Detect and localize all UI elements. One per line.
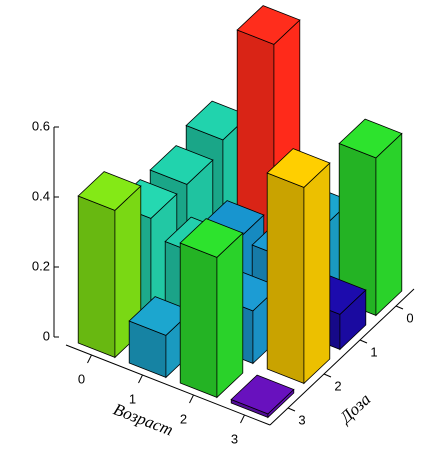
y-tick-label: 0	[406, 310, 413, 325]
bar	[230, 374, 295, 419]
bar-top	[149, 145, 214, 185]
y-tick	[287, 407, 296, 412]
y-tick	[359, 339, 368, 344]
bar-left-face	[179, 242, 218, 398]
bar-top	[77, 171, 142, 211]
bar-left-face	[77, 195, 116, 358]
bar-top	[338, 118, 403, 159]
y-tick-label: 3	[298, 412, 305, 427]
bar-top	[179, 218, 244, 258]
x-axis	[65, 344, 271, 426]
y-tick-label: 1	[370, 344, 377, 359]
y-tick	[395, 305, 404, 310]
x-tick-label: 3	[231, 431, 238, 446]
x-tick	[240, 414, 245, 424]
y-tick	[323, 373, 332, 378]
y-tick-label: 2	[334, 378, 341, 393]
x-tick-label: 0	[78, 371, 85, 386]
x-tick	[87, 354, 92, 364]
bar	[338, 118, 403, 317]
bar-right-face	[303, 162, 331, 385]
bar	[77, 171, 142, 359]
bar-top	[236, 5, 301, 45]
bar	[266, 148, 331, 385]
bar-top	[230, 374, 295, 415]
z-tick-label: 0	[43, 328, 50, 343]
plot: 0 0.2 0.4 0.6 0 1 2 3 0 1 2 3 Возраст Доза	[32, 5, 415, 446]
bar-left-face	[266, 172, 305, 384]
z-tick-label: 0.2	[32, 258, 50, 273]
bar-right-face	[375, 132, 403, 317]
y-axis	[269, 288, 415, 426]
x-axis-label: Возраст	[111, 400, 176, 440]
y-axis-label: Доза	[335, 390, 374, 429]
x-tick-label: 1	[129, 391, 136, 406]
bar	[179, 218, 244, 399]
z-tick-label: 0.4	[32, 188, 50, 203]
bar-right-face	[216, 232, 244, 399]
x-tick	[189, 394, 194, 404]
z-tick-label: 0.6	[32, 118, 50, 133]
x-tick	[138, 374, 143, 384]
bar-top	[266, 148, 331, 188]
x-tick-label: 2	[180, 411, 187, 426]
